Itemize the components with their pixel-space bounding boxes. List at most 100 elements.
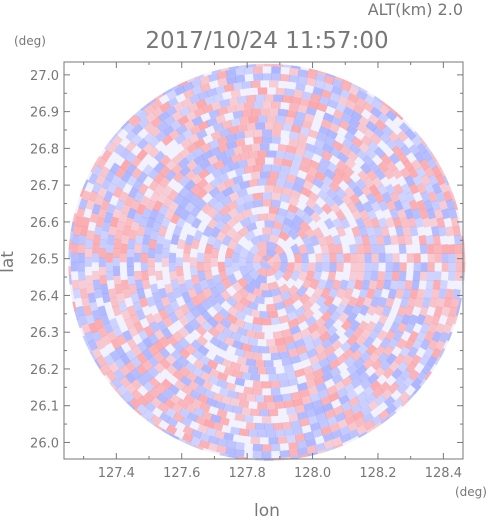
radar-cell [159,101,172,113]
radar-cell [266,465,276,472]
radar-cell [314,316,327,329]
radar-cell [326,161,339,173]
radar-cell [206,234,217,246]
radar-cell [353,103,365,115]
radar-cell [128,186,139,199]
radar-cell [114,283,123,295]
radar-cell [255,122,266,130]
radar-cell [350,110,363,122]
radar-cell [186,142,199,154]
radar-cell [268,281,280,291]
radar-cell [320,363,333,375]
radar-cell [220,195,233,207]
radar-cell [319,182,332,194]
radar-cell [435,173,446,186]
radar-cell [420,191,431,203]
radar-cell [440,244,449,254]
radar-cell [442,190,453,202]
radar-cell [407,346,419,359]
radar-cell [173,204,185,217]
radar-cell [448,207,458,219]
radar-cell [143,225,153,237]
radar-cell [273,122,284,131]
radar-cell [216,379,228,389]
radar-cell [243,200,255,211]
radar-cell [256,248,268,258]
radar-cell [353,279,363,291]
radar-cell [126,266,135,277]
radar-cell [209,336,222,348]
radar-cell [184,311,196,323]
radar-cell [296,382,308,392]
radar-cell [172,412,185,423]
radar-cell [234,67,246,76]
radar-cell [256,267,267,277]
radar-cell [89,141,101,154]
radar-cell [296,411,308,421]
radar-cell [263,360,274,368]
radar-cell [299,97,311,107]
radar-cell [270,316,281,326]
radar-cell [270,199,282,208]
radar-cell [421,297,431,309]
radar-cell [334,303,346,316]
radar-cell [101,221,111,232]
radar-cell [340,81,352,92]
radar-cell [309,235,320,247]
radar-cell [186,64,198,75]
radar-cell [119,353,131,366]
radar-cell [329,147,342,159]
radar-cell [315,295,327,307]
radar-cell [382,279,392,291]
radar-cell [147,344,159,357]
radar-cell [122,225,132,237]
radar-cell [158,204,169,216]
radar-cell [321,202,333,215]
radar-cell [271,101,282,109]
radar-cell [322,402,334,413]
radar-cell [212,238,223,250]
radar-cell [319,331,331,343]
radar-cell [155,382,167,395]
radar-cell [212,301,224,314]
radar-cell [385,199,397,212]
radar-cell [120,234,130,245]
radar-cell [290,455,302,461]
radar-cell [368,351,381,364]
radar-cell [181,97,193,108]
radar-cell [237,225,250,237]
radar-cell [390,234,399,246]
radar-cell [298,163,311,174]
radar-cell [303,402,315,412]
radar-cell [460,314,466,326]
radar-cell [277,344,288,353]
radar-cell [305,408,317,419]
radar-cell [201,150,213,161]
radar-cell [303,205,315,217]
radar-cell [377,243,386,255]
radar-cell [132,300,143,313]
radar-cell [162,316,174,328]
radar-cell [112,257,120,267]
radar-cell [402,376,415,389]
radar-cell [229,331,242,342]
radar-cell [217,261,226,272]
radar-cell [281,421,292,430]
radar-cell [105,252,114,263]
radar-cell [228,96,239,106]
radar-cell [420,322,431,334]
radar-cell [229,361,241,371]
radar-cell [231,252,241,263]
radar-cell [193,229,204,242]
radar-cell [106,330,118,342]
radar-cell [391,145,404,157]
radar-cell [331,173,343,186]
radar-cell [282,63,293,68]
radar-cell [189,194,202,207]
radar-cell [324,136,336,147]
radar-cell [303,113,315,123]
radar-cell [109,317,120,330]
y-axis-label: lat [0,251,18,273]
radar-cell [218,270,228,282]
radar-cell [106,234,116,245]
